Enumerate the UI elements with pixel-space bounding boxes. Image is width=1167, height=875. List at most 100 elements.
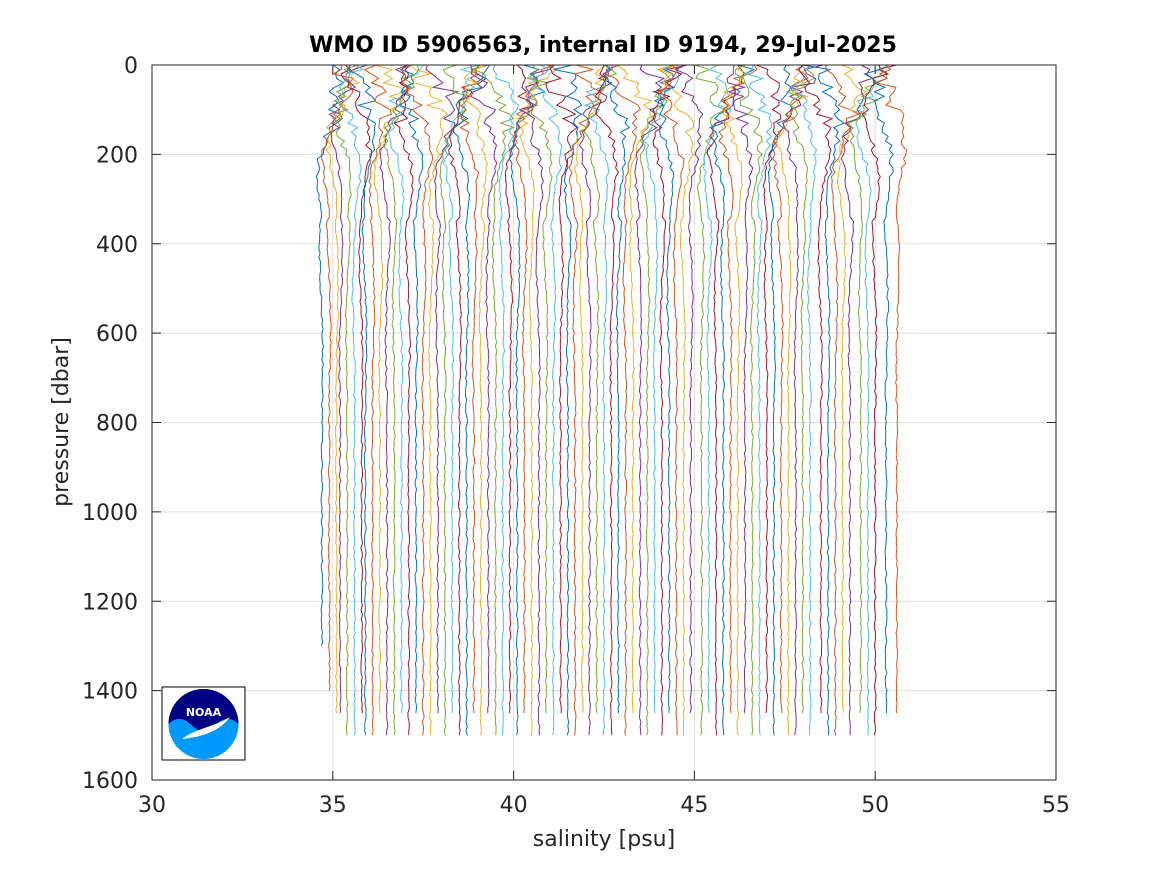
salinity-profile xyxy=(399,64,434,736)
profiles xyxy=(315,64,907,736)
salinity-profile xyxy=(674,64,704,714)
x-axis-label: salinity [psu] xyxy=(533,827,675,852)
salinity-profile xyxy=(553,64,583,736)
salinity-profile xyxy=(332,64,358,736)
x-tick-label: 55 xyxy=(1042,793,1070,818)
salinity-profile xyxy=(836,64,868,714)
noaa-logo: NOAA xyxy=(161,686,246,761)
salinity-profile xyxy=(855,64,890,736)
salinity-profile xyxy=(508,64,546,736)
y-tick-label: 200 xyxy=(96,143,138,168)
salinity-profile xyxy=(584,64,611,736)
y-tick-label: 800 xyxy=(96,412,138,437)
salinity-profile xyxy=(785,64,815,714)
salinity-profile xyxy=(337,64,365,736)
salinity-profile xyxy=(573,64,608,714)
salinity-profile xyxy=(603,64,641,736)
salinity-profile xyxy=(518,64,555,736)
noaa-logo-text: NOAA xyxy=(186,706,222,719)
x-tick-label: 35 xyxy=(319,793,347,818)
x-tick-label: 30 xyxy=(138,793,166,818)
salinity-profile xyxy=(452,64,491,736)
salinity-profile xyxy=(346,64,377,736)
noaa-logo-wave xyxy=(182,717,230,739)
salinity-profile xyxy=(340,64,373,714)
salinity-profile xyxy=(722,64,750,736)
salinity-profile xyxy=(653,64,676,714)
salinity-profile xyxy=(694,64,728,736)
salinity-profile xyxy=(726,64,754,714)
y-tick-label: 1200 xyxy=(82,590,138,615)
salinity-profile xyxy=(578,64,620,736)
salinity-profile xyxy=(462,64,489,736)
salinity-profile xyxy=(767,64,793,736)
chart-title: WMO ID 5906563, internal ID 9194, 29-Jul… xyxy=(309,33,897,58)
salinity-profile xyxy=(790,64,818,736)
salinity-profile xyxy=(602,64,631,714)
salinity-profile xyxy=(702,64,732,714)
x-tick-label: 50 xyxy=(861,793,889,818)
salinity-profile xyxy=(325,64,360,714)
salinity-profile xyxy=(387,64,424,714)
salinity-profile xyxy=(515,64,558,736)
salinity-profile xyxy=(798,64,834,714)
salinity-profile xyxy=(735,64,763,736)
salinity-profile xyxy=(706,64,745,736)
salinity-profile xyxy=(756,64,782,714)
salinity-profile xyxy=(382,64,420,736)
salinity-profile xyxy=(861,64,897,736)
salinity-profile xyxy=(825,65,861,736)
y-tick-labels: 0 200 400 600 800 1000 1200 1400 1600 xyxy=(82,54,138,794)
salinity-profile xyxy=(639,64,675,736)
y-tick-label: 600 xyxy=(96,322,138,347)
salinity-profile xyxy=(439,64,471,736)
salinity-profile xyxy=(545,64,578,714)
salinity-profile xyxy=(874,64,907,714)
x-tick-label: 45 xyxy=(680,793,708,818)
salinity-profile xyxy=(651,64,688,736)
salinity-profile xyxy=(321,64,355,691)
salinity-profile xyxy=(398,64,424,714)
y-tick-label: 0 xyxy=(124,54,138,79)
salinity-profile xyxy=(529,64,563,736)
salinity-profile xyxy=(443,64,482,713)
salinity-profile xyxy=(802,64,846,736)
salinity-profile xyxy=(315,64,345,647)
salinity-profile xyxy=(425,64,460,713)
salinity-profile xyxy=(409,64,449,736)
salinity-profile xyxy=(846,64,889,714)
salinity-profile xyxy=(373,64,406,714)
salinity-profile xyxy=(328,64,368,714)
salinity-profile xyxy=(659,64,685,736)
salinity-profile xyxy=(656,64,695,736)
ticks xyxy=(151,64,1057,781)
salinity-profile xyxy=(642,64,686,714)
y-tick-label: 1400 xyxy=(82,680,138,705)
salinity-profile xyxy=(744,64,773,736)
noaa-logo-top xyxy=(168,689,239,732)
salinity-profile xyxy=(379,64,409,736)
x-tick-label: 40 xyxy=(500,793,528,818)
salinity-profile xyxy=(448,64,488,736)
y-tick-label: 1000 xyxy=(82,501,138,526)
salinity-profile xyxy=(594,64,619,736)
x-tick-labels: 30 35 40 45 50 55 xyxy=(138,793,1070,818)
salinity-profile xyxy=(504,64,534,714)
y-tick-label: 400 xyxy=(96,233,138,258)
salinity-profile xyxy=(717,64,758,714)
y-axis-label: pressure [dbar] xyxy=(49,337,74,507)
salinity-profile xyxy=(459,64,489,714)
salinity-profile xyxy=(472,64,516,736)
salinity-profile xyxy=(363,64,392,736)
salinity-profile xyxy=(615,64,654,714)
salinity-profile xyxy=(568,64,603,736)
salinity-profile xyxy=(634,64,666,736)
salinity-profile xyxy=(393,64,414,736)
salinity-profile xyxy=(772,64,809,714)
salinity-profile xyxy=(525,64,553,714)
salinity-profile xyxy=(863,64,894,714)
salinity-profile xyxy=(776,64,810,736)
y-tick-label: 1600 xyxy=(82,769,138,794)
salinity-profile xyxy=(782,64,824,736)
